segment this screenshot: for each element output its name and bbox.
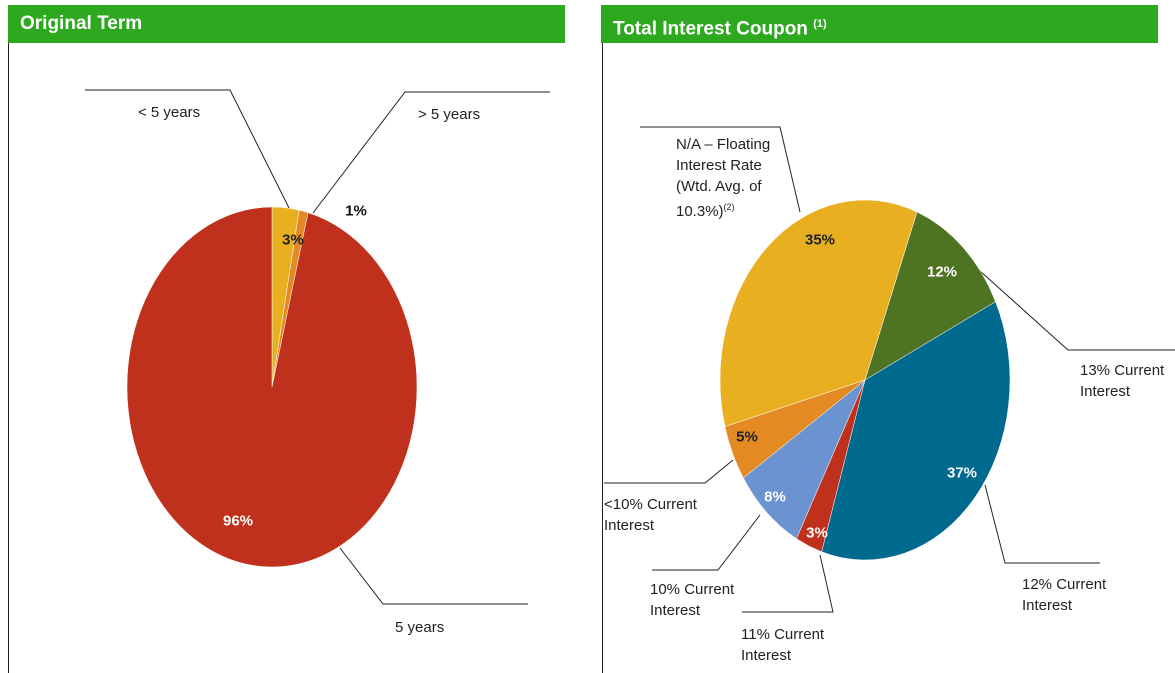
- pie-slice: [719, 199, 918, 427]
- value-label: 1%: [345, 202, 367, 220]
- category-label: > 5 years: [418, 106, 481, 123]
- value-label: 37%: [946, 464, 978, 482]
- category-label-box: 12% Current Interest: [1022, 574, 1106, 616]
- value-label: 35%: [804, 231, 836, 249]
- leader-lines: [85, 89, 1175, 613]
- category-label-box: 10% Current Interest: [650, 579, 734, 621]
- category-label-box: 13% Current Interest: [1080, 360, 1164, 402]
- value-label: 5%: [736, 428, 758, 446]
- value-label: 8%: [764, 488, 786, 506]
- chart-title: Total Interest Coupon: [613, 18, 808, 40]
- category-label-box: 5 years: [395, 617, 444, 638]
- category-label: 5 years: [395, 619, 445, 636]
- value-label: 3%: [806, 524, 828, 542]
- category-label: 10% Current Interest: [650, 581, 735, 619]
- category-label-box: N/A – Floating Interest Rate (Wtd. Avg. …: [676, 134, 770, 222]
- category-label: <10% Current Interest: [604, 496, 697, 534]
- category-note: (2): [723, 202, 735, 212]
- category-label-box: > 5 years: [418, 104, 480, 125]
- title-note: (1): [813, 18, 827, 30]
- pie-slice: [126, 206, 418, 568]
- category-label: 13% Current Interest: [1080, 362, 1165, 400]
- chart-title: Original Term: [20, 13, 143, 34]
- panel-header: Original Term: [8, 5, 565, 43]
- category-label-box: <10% Current Interest: [604, 494, 697, 536]
- pie-slice: [821, 301, 1011, 561]
- value-label: 96%: [222, 512, 254, 530]
- pie-slice: [743, 379, 866, 540]
- value-label: 12%: [926, 263, 958, 281]
- category-label-box: 11% Current Interest: [741, 624, 824, 666]
- pie-slice: [864, 211, 996, 381]
- value-label: 3%: [282, 231, 304, 249]
- category-label: N/A – Floating Interest Rate (Wtd. Avg. …: [676, 136, 771, 220]
- category-label: < 5 years: [138, 104, 201, 121]
- category-label-box: < 5 years: [138, 102, 200, 123]
- frames: [8, 43, 603, 673]
- category-label: 11% Current Interest: [741, 626, 825, 664]
- category-label: 12% Current Interest: [1022, 576, 1107, 614]
- panel-header: Total Interest Coupon (1): [601, 5, 1158, 43]
